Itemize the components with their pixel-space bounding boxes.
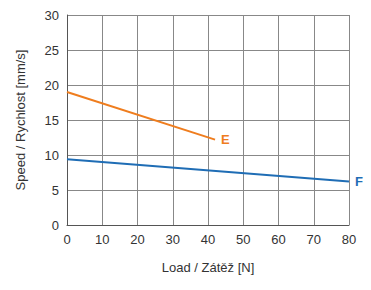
svg-text:5: 5	[52, 183, 59, 198]
svg-text:Load / Zátěž [N]: Load / Zátěž [N]	[162, 260, 255, 275]
svg-text:20: 20	[130, 232, 144, 247]
svg-text:10: 10	[45, 148, 59, 163]
svg-text:10: 10	[95, 232, 109, 247]
svg-text:0: 0	[63, 232, 70, 247]
svg-text:80: 80	[342, 232, 356, 247]
svg-text:60: 60	[271, 232, 285, 247]
svg-text:20: 20	[45, 78, 59, 93]
svg-text:40: 40	[201, 232, 215, 247]
svg-text:30: 30	[166, 232, 180, 247]
svg-text:30: 30	[45, 8, 59, 23]
svg-text:E: E	[221, 132, 230, 147]
svg-text:50: 50	[236, 232, 250, 247]
svg-text:15: 15	[45, 113, 59, 128]
svg-text:F: F	[355, 174, 363, 189]
svg-text:0: 0	[52, 218, 59, 233]
svg-text:70: 70	[307, 232, 321, 247]
svg-text:Speed / Rychlost [mm/s]: Speed / Rychlost [mm/s]	[13, 50, 28, 191]
svg-text:25: 25	[45, 43, 59, 58]
